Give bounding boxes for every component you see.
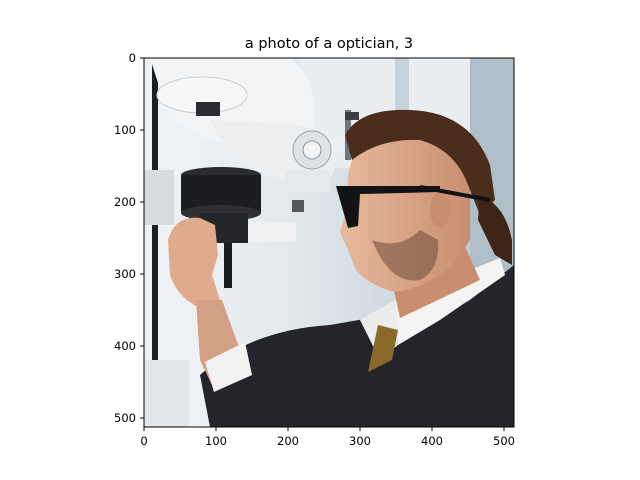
- x-axis: 0 100 200 300 400 500: [140, 427, 515, 448]
- y-axis: 0 100 200 300 400 500: [114, 51, 144, 425]
- y-tick-label: 0: [129, 51, 136, 65]
- x-tick-label: 300: [349, 434, 371, 448]
- optician: [168, 109, 514, 427]
- x-tick-label: 0: [140, 434, 147, 448]
- phoropter-machine: [144, 58, 359, 427]
- y-tick-label: 400: [114, 339, 136, 353]
- x-tick-label: 500: [493, 434, 515, 448]
- y-tick-label: 300: [114, 267, 136, 281]
- x-tick-label: 100: [205, 434, 227, 448]
- figure-title: a photo of a optician, 3: [245, 36, 413, 52]
- x-tick-label: 400: [421, 434, 443, 448]
- y-tick-label: 200: [114, 195, 136, 209]
- x-tick-label: 200: [277, 434, 299, 448]
- y-tick-label: 500: [114, 411, 136, 425]
- y-tick-label: 100: [114, 123, 136, 137]
- axes-frame: [143, 57, 515, 428]
- photo: [144, 58, 514, 427]
